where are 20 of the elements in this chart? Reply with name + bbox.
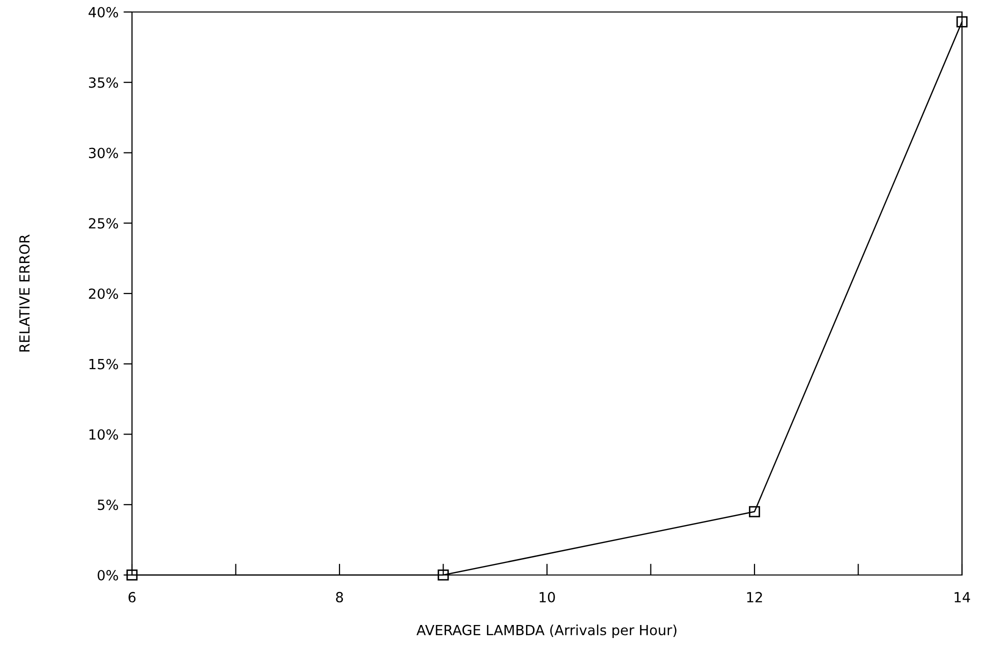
x-tick-label: 10 [540,592,555,602]
y-tick-label: 35% [88,77,118,88]
y-tick-label: 40% [88,6,118,18]
y-tick-label: 10% [89,429,118,440]
point [438,569,449,581]
x-tick-label: 6 [128,592,136,602]
x-tick-label: 14 [954,592,970,602]
x-axis-title: AVERAGE LAMBDA (Arrivals per Hour) [416,624,676,638]
point [748,506,760,518]
y-tick-label: 15% [89,358,118,370]
y-tick-label: 30% [88,148,118,158]
point [956,16,968,28]
y-tick-label: 0% [98,570,118,580]
point [126,569,138,581]
y-tick-label: 5% [98,500,118,510]
x-tick-label: 12 [747,592,762,602]
y-axis-title: RELATIVE ERROR [19,234,30,352]
y-tick-label: 20% [88,288,118,299]
y-tick-label: 25% [88,218,118,229]
x-tick-label: 8 [336,592,343,602]
